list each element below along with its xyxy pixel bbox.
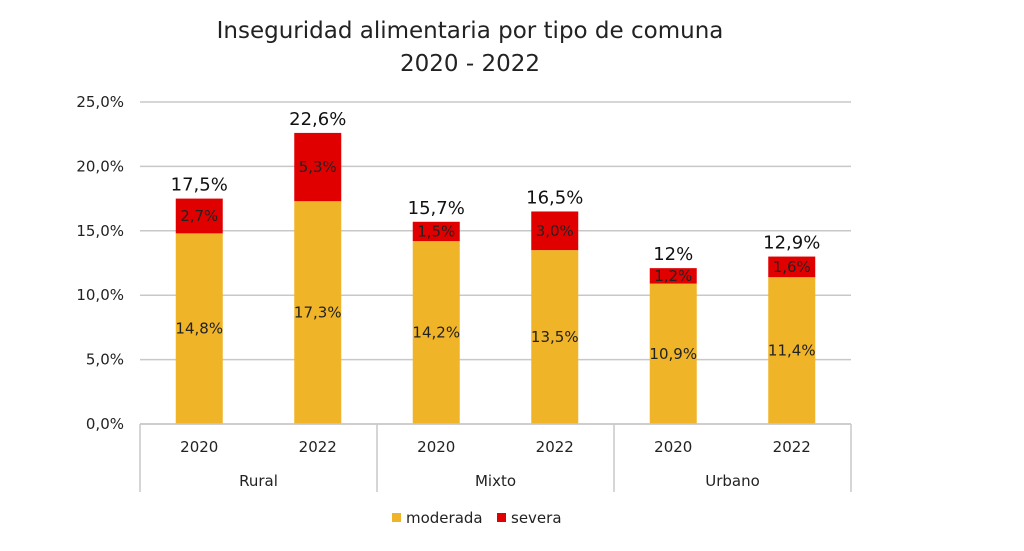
data-label-moderada: 17,3% (294, 304, 342, 322)
y-axis: 0,0% 5,0% 10,0% 15,0% 20,0% 25,0% (76, 93, 124, 433)
x-tick-label: 2022 (299, 438, 337, 456)
x-tick-label: 2022 (536, 438, 574, 456)
bar-severa (294, 132, 342, 202)
data-label-severa: 2,7% (180, 207, 218, 225)
y-tick-label: 5,0% (86, 351, 124, 369)
x-axis: 2020 2022 2020 2022 2020 2022 Rural Mixto Urbano (139, 423, 852, 492)
legend-swatch (392, 513, 401, 522)
chart-title: Inseguridad alimentaria por tipo de comu… (217, 18, 724, 44)
group-label: Rural (239, 472, 278, 490)
data-label-severa: 1,2% (654, 267, 692, 285)
bar-severa (531, 211, 579, 251)
bars: 14,8% 2,7% 17,5% 17,3% 5,3% 22,6% 14,2% 1,5% 15,… (171, 109, 820, 424)
bar-moderada (294, 201, 342, 424)
bar-severa (412, 221, 460, 242)
bar-severa (768, 256, 816, 278)
total-label: 15,7% (408, 198, 465, 219)
total-label: 12% (653, 244, 693, 265)
data-label-moderada: 14,2% (412, 324, 460, 342)
gridlines (140, 101, 851, 425)
bar-moderada (412, 241, 460, 424)
total-label: 17,5% (171, 175, 228, 196)
group-label: Urbano (705, 472, 760, 490)
y-tick-label: 0,0% (86, 415, 124, 433)
y-tick-label: 25,0% (76, 93, 124, 111)
bar-moderada (175, 233, 223, 424)
data-label-moderada: 14,8% (175, 320, 223, 338)
x-tick-label: 2022 (773, 438, 811, 456)
bar-severa (649, 268, 697, 284)
bar-moderada (531, 250, 579, 424)
legend-label: moderada (406, 509, 483, 527)
total-label: 22,6% (289, 109, 346, 130)
bar-severa (175, 198, 223, 234)
legend-swatch (497, 513, 506, 522)
chart-subtitle: 2020 - 2022 (400, 51, 540, 77)
y-tick-label: 20,0% (76, 157, 124, 175)
data-label-moderada: 13,5% (531, 328, 579, 346)
x-tick-label: 2020 (180, 438, 218, 456)
bar-moderada (768, 277, 816, 424)
y-tick-label: 10,0% (76, 286, 124, 304)
data-label-moderada: 10,9% (649, 345, 697, 363)
data-label-severa: 1,6% (773, 258, 811, 276)
data-label-severa: 5,3% (299, 158, 337, 176)
data-label-severa: 3,0% (536, 222, 574, 240)
bar-moderada (649, 283, 697, 424)
data-label-severa: 1,5% (417, 222, 455, 240)
legend: moderada severa (392, 509, 562, 527)
y-tick-label: 15,0% (76, 222, 124, 240)
x-tick-label: 2020 (654, 438, 692, 456)
legend-label: severa (511, 509, 562, 527)
group-label: Mixto (475, 472, 516, 490)
total-label: 12,9% (763, 233, 820, 254)
x-tick-label: 2020 (417, 438, 455, 456)
total-label: 16,5% (526, 187, 583, 208)
data-label-moderada: 11,4% (768, 342, 816, 360)
